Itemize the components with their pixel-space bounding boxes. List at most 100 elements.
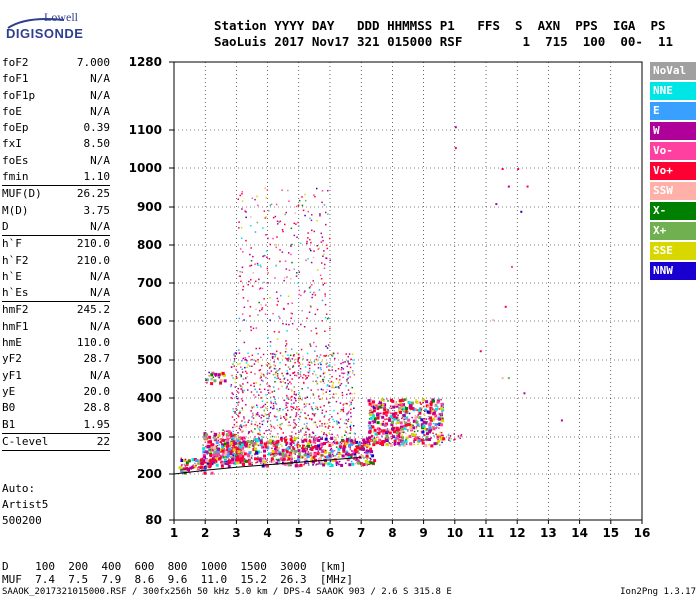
- echo-point: [397, 441, 401, 445]
- echo-point: [350, 443, 354, 446]
- echo-point: [200, 458, 204, 462]
- echo-point: [270, 430, 272, 432]
- echo-point: [231, 437, 235, 441]
- echo-point: [265, 304, 267, 306]
- echo-point: [344, 430, 347, 432]
- echo-point: [279, 437, 283, 441]
- echo-point: [325, 363, 327, 365]
- echo-point: [279, 378, 281, 381]
- echo-point: [254, 388, 256, 391]
- echo-point: [384, 418, 386, 421]
- echo-point: [253, 453, 256, 455]
- echo-point: [334, 455, 337, 457]
- echo-point: [305, 427, 307, 429]
- echo-point: [352, 450, 356, 454]
- header-line-1: Station YYYY DAY DDD HHMMSS P1 FFS S AXN…: [214, 18, 666, 33]
- echo-point: [389, 429, 391, 431]
- echo-point: [418, 436, 421, 438]
- echo-point: [320, 232, 322, 235]
- echo-point: [240, 226, 243, 229]
- echo-point: [354, 450, 358, 454]
- echo-point: [349, 366, 352, 369]
- echo-point: [239, 194, 241, 197]
- param-row: h`F2 210.0: [2, 253, 110, 269]
- echo-point: [325, 244, 328, 246]
- echo-point: [321, 236, 324, 238]
- echo-point: [316, 308, 319, 311]
- echo-point: [320, 363, 322, 366]
- echo-point: [210, 465, 212, 467]
- echo-point: [366, 461, 370, 464]
- echo-point: [269, 365, 272, 368]
- echo-point: [247, 300, 249, 302]
- echo-point: [236, 402, 239, 404]
- echo-point: [440, 423, 443, 427]
- x-tick-label: 12: [509, 526, 526, 540]
- echo-point: [291, 446, 293, 448]
- echo-point: [257, 438, 261, 442]
- echo-point: [303, 423, 306, 425]
- echo-point: [430, 400, 434, 404]
- echo-point: [372, 438, 374, 440]
- echo-point: [301, 427, 304, 430]
- echo-point: [256, 404, 258, 406]
- echo-point: [289, 438, 293, 442]
- echo-point: [269, 396, 272, 399]
- echo-point: [348, 353, 351, 355]
- echo-point: [379, 430, 382, 432]
- echo-point: [368, 426, 372, 430]
- echo-point: [367, 399, 371, 403]
- echo-point: [423, 439, 425, 441]
- echo-point: [401, 436, 405, 440]
- echo-point: [232, 454, 234, 457]
- echo-point: [421, 441, 425, 445]
- legend-entry: E: [650, 102, 696, 120]
- echo-point: [251, 197, 254, 200]
- echo-point: [231, 374, 233, 377]
- echo-point: [364, 459, 368, 463]
- echo-point: [250, 456, 253, 459]
- echo-point: [395, 431, 399, 435]
- echo-point: [275, 458, 278, 461]
- echo-point: [351, 462, 355, 466]
- echo-point: [438, 417, 442, 421]
- echo-point: [293, 354, 295, 356]
- echo-point: [297, 410, 299, 412]
- echo-point: [277, 223, 279, 225]
- echo-point: [320, 241, 323, 243]
- echo-point: [189, 466, 193, 470]
- echo-point: [256, 424, 259, 427]
- echo-point: [409, 409, 412, 411]
- echo-point: [239, 248, 242, 250]
- echo-point: [314, 434, 317, 437]
- echo-point: [267, 362, 270, 365]
- echo-point: [353, 392, 356, 395]
- echo-point: [282, 450, 284, 453]
- echo-point: [347, 382, 349, 384]
- echo-point: [256, 406, 259, 408]
- legend-entry: SSE: [650, 242, 696, 260]
- echo-point: [307, 462, 310, 465]
- echo-point: [283, 399, 286, 402]
- echo-point: [296, 408, 299, 411]
- echo-point: [431, 407, 433, 410]
- echo-point: [253, 363, 256, 365]
- echo-point: [326, 318, 329, 320]
- echo-point: [266, 256, 268, 258]
- echo-point: [238, 227, 240, 229]
- echo-point: [285, 402, 287, 404]
- echo-point: [245, 211, 247, 213]
- echo-point: [266, 420, 269, 423]
- echo-point: [246, 376, 249, 378]
- echo-point: [345, 431, 347, 433]
- echo-point: [301, 447, 305, 450]
- echo-point: [323, 433, 325, 436]
- echo-point: [285, 343, 288, 345]
- echo-point: [234, 352, 236, 354]
- echo-point: [193, 465, 197, 469]
- echo-point: [221, 464, 223, 466]
- echo-point: [324, 426, 327, 428]
- echo-point: [331, 433, 333, 436]
- echo-point: [294, 444, 296, 446]
- y-tick-label: 300: [137, 430, 162, 444]
